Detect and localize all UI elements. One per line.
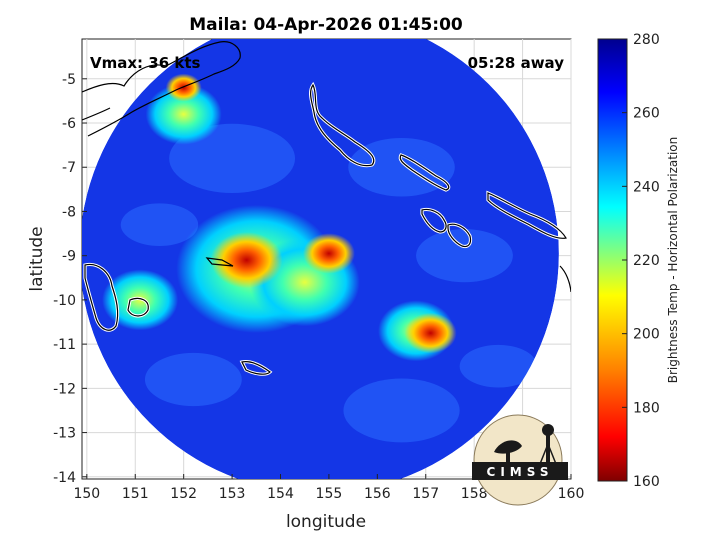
- cold-core: [210, 232, 283, 289]
- colorbar-tick-label: 200: [633, 327, 660, 343]
- y-tick-label: -14: [53, 470, 76, 486]
- y-tick-label: -5: [62, 72, 76, 88]
- x-axis: 150151152153154155156157158159160: [73, 474, 584, 502]
- colorbar-ticks: 280 260 240 220 200 180 160: [622, 32, 660, 490]
- cold-core: [302, 233, 355, 274]
- moderate-region: [145, 83, 222, 145]
- x-tick-label: 155: [316, 486, 343, 502]
- colorbar-label: Brightness Temp - Horizontal Polarizatio…: [666, 137, 680, 384]
- x-tick-label: 160: [558, 486, 585, 502]
- background-patch: [144, 352, 242, 407]
- x-tick-label: 157: [412, 486, 439, 502]
- y-tick-label: -8: [62, 204, 76, 220]
- x-axis-label: longitude: [286, 512, 366, 532]
- x-tick-label: 151: [122, 486, 149, 502]
- background-patch: [343, 378, 460, 443]
- x-tick-label: 152: [170, 486, 197, 502]
- y-tick-label: -6: [62, 116, 76, 132]
- chart-title: Maila: 04-Apr-2026 01:45:00: [189, 15, 463, 35]
- y-tick-label: -13: [53, 426, 76, 442]
- colorbar-tick-label: 260: [633, 106, 660, 122]
- cold-core: [165, 73, 202, 102]
- x-tick-label: 150: [73, 486, 100, 502]
- y-tick-label: -7: [62, 160, 76, 176]
- x-tick-label: 153: [219, 486, 246, 502]
- colorbar-tick-label: 160: [633, 474, 660, 490]
- logo-text: CIMSS: [487, 465, 554, 479]
- background-patch: [416, 229, 513, 283]
- y-tick-label: -12: [53, 381, 76, 397]
- brightness-temp-swath: [82, 39, 559, 479]
- time-away-annotation: 05:28 away: [468, 54, 565, 72]
- satellite-dish-icon: [494, 440, 522, 454]
- x-tick-label: 154: [267, 486, 294, 502]
- y-axis-label: latitude: [27, 226, 47, 291]
- x-tick-label: 158: [461, 486, 488, 502]
- vmax-annotation: Vmax: 36 kts: [90, 54, 200, 72]
- y-axis: -5 -6 -7 -8 -9 -10 -11 -12 -13 -14: [53, 72, 87, 486]
- coastlines-inner: [82, 41, 571, 375]
- colorbar-tick-label: 220: [633, 253, 660, 269]
- y-tick-label: -11: [53, 337, 76, 353]
- x-tick-label: 156: [364, 486, 391, 502]
- colorbar-tick-label: 280: [633, 32, 660, 48]
- colorbar-tick-label: 180: [633, 400, 660, 416]
- colorbar-tick-label: 240: [633, 179, 660, 195]
- background-patch: [459, 344, 538, 388]
- y-tick-label: -9: [62, 249, 76, 265]
- y-tick-label: -10: [53, 293, 76, 309]
- cold-core: [404, 312, 457, 354]
- background-patch: [120, 203, 199, 247]
- tower-icon: [546, 432, 550, 464]
- cimss-logo: CIMSS: [472, 414, 568, 506]
